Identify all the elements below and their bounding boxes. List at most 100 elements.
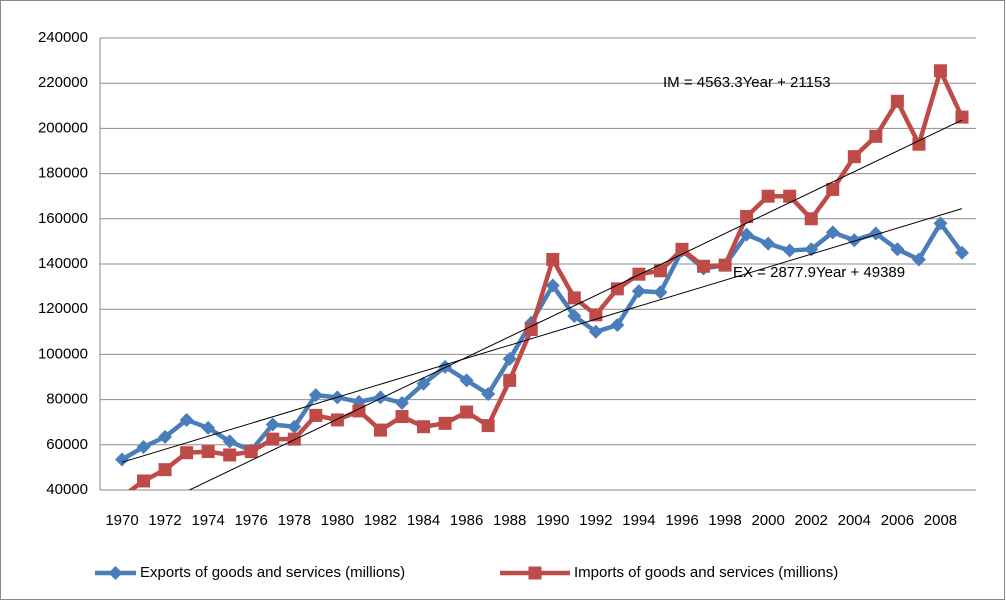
x-tick-label: 1998 <box>708 512 741 529</box>
point <box>373 423 387 437</box>
point <box>115 452 129 467</box>
point <box>265 417 280 432</box>
point <box>244 445 258 459</box>
x-tick-label: 2008 <box>924 512 957 529</box>
series-line <box>120 221 964 462</box>
point <box>438 416 452 430</box>
x-tick-label: 1996 <box>665 512 698 529</box>
point <box>847 150 861 164</box>
y-tick-label: 40000 <box>46 481 88 498</box>
point <box>697 259 711 273</box>
x-tick-label: 1972 <box>148 512 181 529</box>
point <box>546 252 560 266</box>
point <box>631 284 646 299</box>
y-tick-label: 120000 <box>38 300 88 317</box>
point <box>528 566 542 580</box>
x-tick-label: 1990 <box>536 512 569 529</box>
point <box>847 233 862 248</box>
point <box>481 386 496 401</box>
point <box>761 236 776 251</box>
point <box>158 429 173 444</box>
point <box>610 282 624 296</box>
y-tick-label: 60000 <box>46 436 88 453</box>
point <box>545 278 560 293</box>
x-tick-label: 1970 <box>105 512 138 529</box>
y-tick-label: 240000 <box>38 29 88 46</box>
point <box>718 258 732 272</box>
point <box>309 408 323 422</box>
x-tick-label: 1992 <box>579 512 612 529</box>
point <box>804 212 818 226</box>
point <box>826 182 840 196</box>
point <box>416 376 431 391</box>
point <box>739 227 754 242</box>
point <box>395 410 409 424</box>
point <box>395 395 409 410</box>
point <box>287 432 301 446</box>
x-tick-label: 1986 <box>450 512 483 529</box>
x-tick-label: 1980 <box>321 512 354 529</box>
x-tick-label: 1976 <box>235 512 268 529</box>
point <box>868 226 883 241</box>
point <box>223 448 237 462</box>
point <box>588 324 603 339</box>
x-tick-label: 2000 <box>751 512 784 529</box>
point <box>137 474 151 488</box>
x-tick-label: 1994 <box>622 512 655 529</box>
x-tick-label: 2006 <box>881 512 914 529</box>
point <box>567 291 581 305</box>
point <box>933 64 947 78</box>
legend-label: Exports of goods and services (millions) <box>140 564 405 581</box>
point <box>201 445 215 459</box>
point <box>869 129 883 143</box>
point <box>502 351 517 366</box>
point <box>761 189 775 203</box>
point <box>417 420 431 434</box>
x-tick-label: 1978 <box>278 512 311 529</box>
y-tick-label: 200000 <box>38 119 88 136</box>
trendline <box>121 208 963 463</box>
y-tick-label: 180000 <box>38 165 88 182</box>
point <box>503 373 517 387</box>
point <box>933 216 948 231</box>
point <box>158 463 172 477</box>
point <box>890 242 905 257</box>
trendline <box>188 119 963 490</box>
point <box>912 137 926 151</box>
x-tick-label: 1988 <box>493 512 526 529</box>
legend-label: Imports of goods and services (millions) <box>574 564 838 581</box>
x-tick-label: 1982 <box>364 512 397 529</box>
point <box>330 413 344 427</box>
y-tick-label: 160000 <box>38 210 88 227</box>
point <box>911 252 926 267</box>
point <box>955 245 969 260</box>
point <box>481 419 495 433</box>
point <box>955 110 969 124</box>
point <box>179 412 194 427</box>
trendline-label: EX = 2877.9Year + 49389 <box>733 264 905 281</box>
point <box>632 267 646 281</box>
point <box>201 420 216 435</box>
y-tick-label: 100000 <box>38 345 88 362</box>
series-line <box>127 68 965 490</box>
point <box>287 419 302 434</box>
point <box>459 373 474 388</box>
x-tick-label: 2002 <box>795 512 828 529</box>
point <box>266 432 280 446</box>
point <box>740 210 754 224</box>
x-tick-label: 2004 <box>838 512 871 529</box>
point <box>460 405 474 419</box>
point <box>653 264 667 278</box>
trendline-label: IM = 4563.3Year + 21153 <box>663 74 831 91</box>
point <box>567 308 582 323</box>
x-tick-label: 1974 <box>191 512 224 529</box>
point <box>653 285 668 300</box>
y-tick-label: 80000 <box>46 391 88 408</box>
point <box>783 189 797 203</box>
point <box>524 323 538 337</box>
y-tick-label: 220000 <box>38 74 88 91</box>
point <box>308 388 323 403</box>
point <box>180 446 194 460</box>
